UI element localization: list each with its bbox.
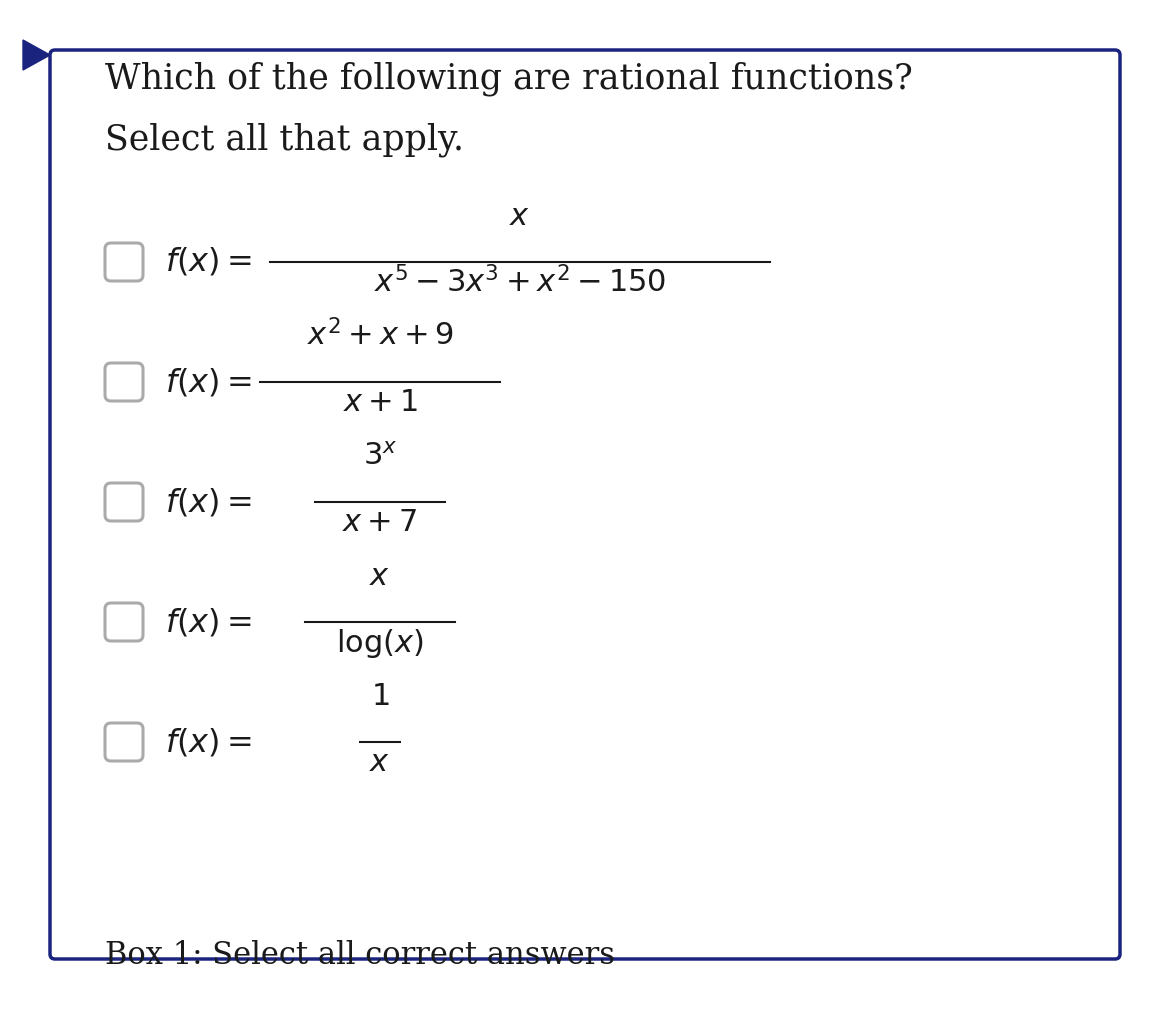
Text: $f(x) =$: $f(x) =$ — [165, 246, 252, 278]
FancyBboxPatch shape — [50, 50, 1120, 959]
Text: Box 1: Select all correct answers: Box 1: Select all correct answers — [105, 940, 615, 971]
Text: Select all that apply.: Select all that apply. — [105, 122, 464, 156]
FancyBboxPatch shape — [105, 243, 143, 281]
Text: $\mathrm{log}(x)$: $\mathrm{log}(x)$ — [336, 627, 424, 660]
Text: $f(x) =$: $f(x) =$ — [165, 606, 252, 638]
FancyBboxPatch shape — [105, 363, 143, 401]
Text: $x$: $x$ — [370, 561, 391, 592]
FancyBboxPatch shape — [105, 723, 143, 761]
Text: $x^5 - 3x^3 + x^2 - 150$: $x^5 - 3x^3 + x^2 - 150$ — [374, 267, 666, 300]
FancyBboxPatch shape — [105, 603, 143, 641]
Text: $x^2 + x + 9$: $x^2 + x + 9$ — [307, 320, 454, 352]
Text: $1$: $1$ — [371, 681, 390, 712]
Text: $x$: $x$ — [509, 201, 530, 232]
Text: $x + 1$: $x + 1$ — [343, 387, 418, 418]
Text: $f(x) =$: $f(x) =$ — [165, 726, 252, 758]
Text: $f(x) =$: $f(x) =$ — [165, 366, 252, 398]
Text: Which of the following are rational functions?: Which of the following are rational func… — [105, 62, 913, 97]
Text: $x + 7$: $x + 7$ — [343, 507, 418, 538]
Text: $3^{x}$: $3^{x}$ — [363, 441, 398, 472]
Text: $x$: $x$ — [370, 747, 391, 778]
FancyBboxPatch shape — [105, 483, 143, 521]
Polygon shape — [23, 40, 50, 70]
Text: $f(x) =$: $f(x) =$ — [165, 486, 252, 518]
